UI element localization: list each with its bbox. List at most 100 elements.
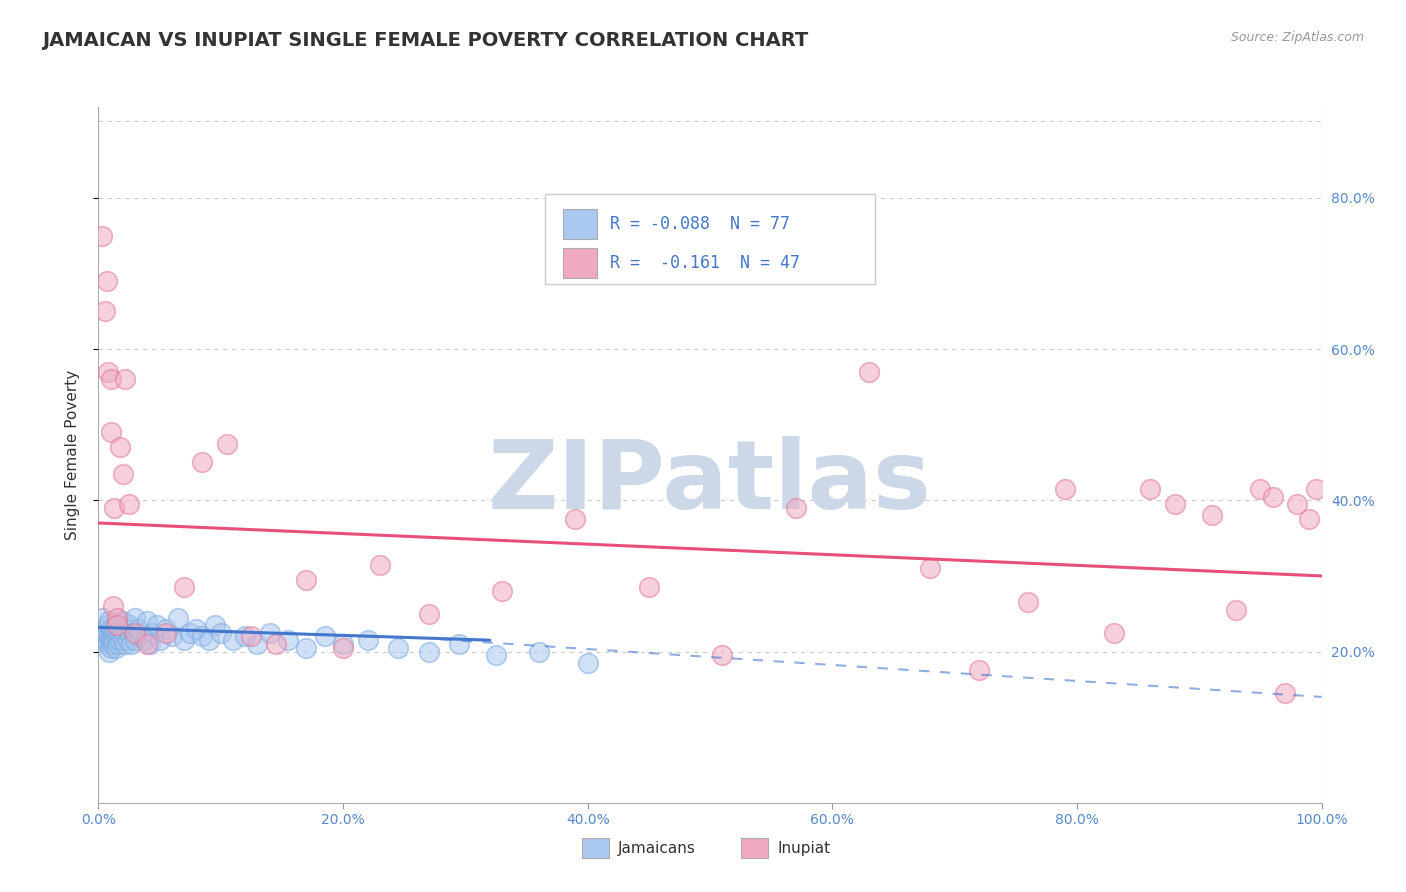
Point xyxy=(576,656,599,670)
Point xyxy=(97,365,120,379)
Point xyxy=(100,372,122,386)
Point xyxy=(115,622,138,636)
Point xyxy=(186,622,208,636)
Point xyxy=(98,615,121,629)
Point xyxy=(127,622,149,636)
Point xyxy=(368,558,391,572)
Point xyxy=(449,637,471,651)
Point xyxy=(93,622,115,636)
Point xyxy=(173,633,195,648)
Point xyxy=(98,629,121,643)
Point xyxy=(146,618,169,632)
Point xyxy=(103,500,125,515)
Point xyxy=(160,629,183,643)
Point xyxy=(105,618,128,632)
Text: JAMAICAN VS INUPIAT SINGLE FEMALE POVERTY CORRELATION CHART: JAMAICAN VS INUPIAT SINGLE FEMALE POVERT… xyxy=(42,31,808,50)
Point xyxy=(179,625,201,640)
Point xyxy=(124,625,146,640)
Point xyxy=(111,615,134,629)
Point xyxy=(136,615,159,629)
Point xyxy=(191,455,214,469)
Point xyxy=(105,633,128,648)
Point xyxy=(246,637,269,651)
Point xyxy=(1286,497,1309,511)
Point xyxy=(103,633,125,648)
Point xyxy=(128,629,150,643)
Point xyxy=(491,584,513,599)
Point xyxy=(136,637,159,651)
Point xyxy=(277,633,299,648)
Point xyxy=(858,365,880,379)
Point xyxy=(110,622,132,636)
Point xyxy=(100,425,122,440)
Point xyxy=(233,629,256,643)
Point xyxy=(98,644,121,658)
Point xyxy=(97,618,120,632)
Point xyxy=(129,625,152,640)
Point xyxy=(112,625,135,640)
Point xyxy=(100,622,122,636)
Point xyxy=(711,648,734,663)
Y-axis label: Single Female Poverty: Single Female Poverty xyxy=(65,370,80,540)
Text: R = -0.088  N = 77: R = -0.088 N = 77 xyxy=(610,215,790,233)
Point xyxy=(295,573,318,587)
Point xyxy=(111,629,134,643)
Point xyxy=(110,441,132,455)
Point xyxy=(204,618,226,632)
Point xyxy=(149,633,172,648)
Point xyxy=(295,640,318,655)
Point xyxy=(387,640,409,655)
FancyBboxPatch shape xyxy=(741,838,768,858)
Point xyxy=(101,633,124,648)
Point xyxy=(191,629,214,643)
Point xyxy=(1164,497,1187,511)
Point xyxy=(101,629,124,643)
Point xyxy=(117,633,139,648)
Point xyxy=(114,637,136,651)
Point xyxy=(111,467,134,481)
Point xyxy=(101,625,124,640)
Text: Source: ZipAtlas.com: Source: ZipAtlas.com xyxy=(1230,31,1364,45)
Point xyxy=(107,637,129,651)
Point xyxy=(785,500,807,515)
Point xyxy=(121,625,143,640)
Point xyxy=(1139,482,1161,496)
Point xyxy=(197,633,219,648)
Point xyxy=(638,580,661,594)
Point xyxy=(356,633,378,648)
Point xyxy=(108,625,131,640)
Point xyxy=(96,633,118,648)
Point xyxy=(120,637,142,651)
Point xyxy=(418,607,440,621)
Point xyxy=(91,228,114,243)
Point xyxy=(418,644,440,658)
Point xyxy=(173,580,195,594)
Point xyxy=(104,640,127,655)
Text: Jamaicans: Jamaicans xyxy=(619,840,696,855)
Point xyxy=(332,637,354,651)
Point xyxy=(105,610,128,624)
FancyBboxPatch shape xyxy=(582,838,609,858)
Point xyxy=(96,274,118,288)
Point xyxy=(100,637,122,651)
Point xyxy=(105,618,128,632)
Point xyxy=(101,599,124,614)
Text: R =  -0.161  N = 47: R = -0.161 N = 47 xyxy=(610,254,800,272)
Point xyxy=(155,625,177,640)
FancyBboxPatch shape xyxy=(564,248,598,277)
Point xyxy=(222,633,245,648)
FancyBboxPatch shape xyxy=(564,210,598,238)
Point xyxy=(1053,482,1076,496)
Text: Inupiat: Inupiat xyxy=(778,840,831,855)
Point xyxy=(1017,595,1039,609)
Point xyxy=(104,625,127,640)
Point xyxy=(93,304,115,318)
Point xyxy=(97,637,120,651)
Point xyxy=(118,497,141,511)
Point xyxy=(527,644,550,658)
Point xyxy=(564,512,586,526)
Point xyxy=(1225,603,1247,617)
Point xyxy=(139,637,162,651)
Point xyxy=(96,625,118,640)
Point xyxy=(215,436,238,450)
